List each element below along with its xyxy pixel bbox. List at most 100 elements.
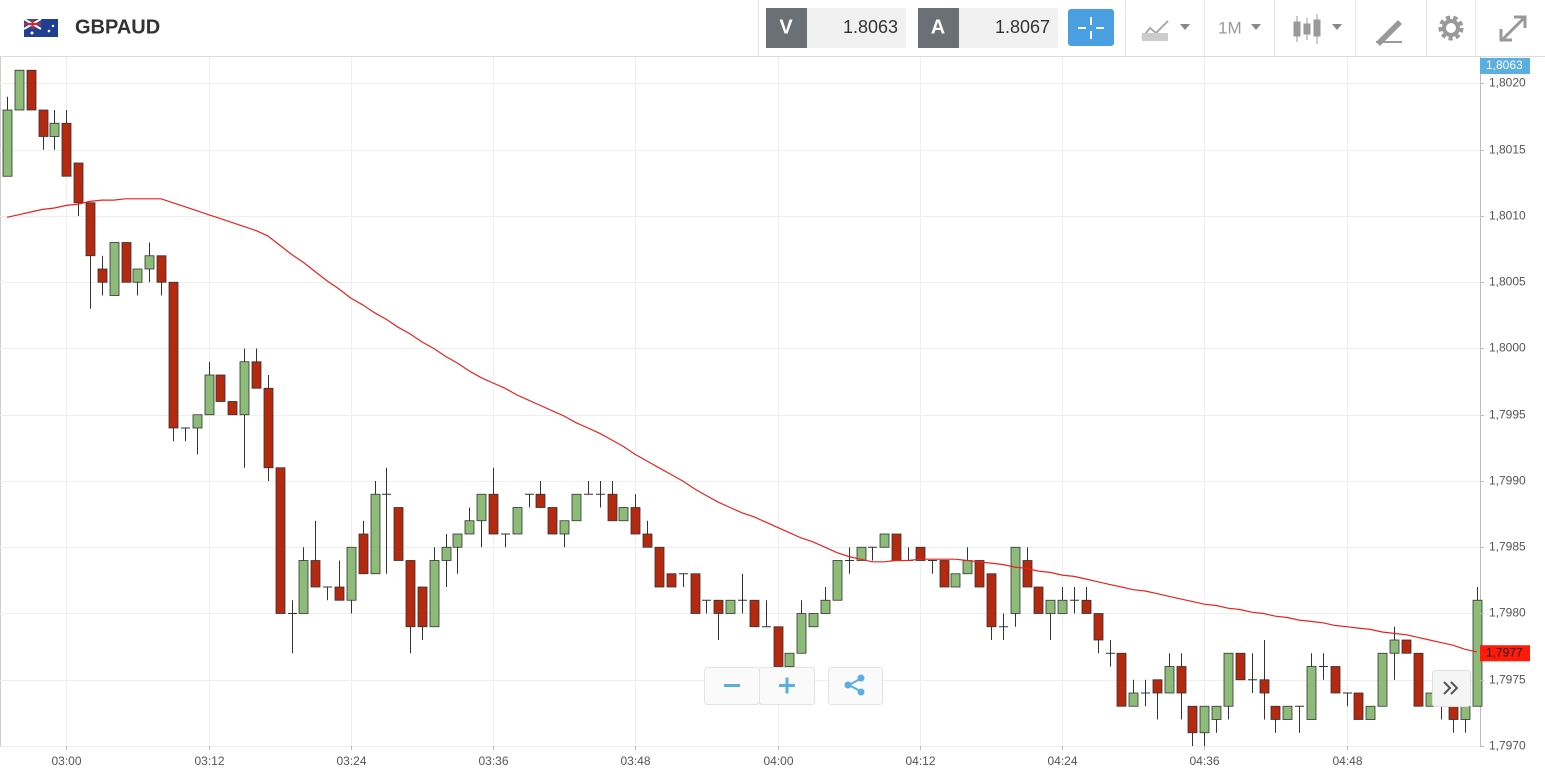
candle-body: [654, 546, 665, 588]
candle-body: [251, 361, 262, 389]
x-tick-label: 03:24: [336, 754, 366, 768]
y-tick-label: 1,7975: [1489, 673, 1526, 687]
candle-body: [85, 202, 96, 257]
candle-body: [950, 573, 961, 588]
candle-body: [1176, 666, 1187, 694]
candle-body: [986, 573, 997, 628]
candle-body: [370, 493, 381, 575]
scroll-right-button[interactable]: [1432, 670, 1471, 707]
sell-price: 1.8063: [843, 17, 898, 37]
crosshair-button[interactable]: [1068, 9, 1114, 46]
candle-body: [488, 493, 499, 535]
candle-body: [121, 242, 132, 283]
y-tick-label: 1,8010: [1489, 209, 1526, 223]
candle-body: [476, 493, 487, 522]
chart-type-button[interactable]: [1141, 20, 1190, 41]
candle-body: [915, 546, 926, 561]
candle-body: [464, 520, 475, 535]
candle-body: [97, 268, 108, 283]
x-tick-label: 04:12: [905, 754, 935, 768]
candle-body: [417, 586, 428, 628]
x-tick-label: 03:48: [620, 754, 650, 768]
candle-body: [856, 546, 867, 561]
candle-body: [429, 560, 440, 628]
candle-body: [1306, 666, 1317, 720]
candle-body: [275, 467, 286, 614]
candle-body: [547, 507, 558, 535]
candle-body: [820, 599, 831, 614]
y-tick-label: 1,7985: [1489, 540, 1526, 554]
y-tick-label: 1,8000: [1489, 341, 1526, 355]
candle-body: [1010, 546, 1021, 614]
candle-body: [1152, 679, 1163, 694]
y-tick-label: 1,7995: [1489, 408, 1526, 422]
flag: [23, 18, 58, 37]
zoom-out-button[interactable]: [704, 667, 760, 705]
candle-style-button[interactable]: [1293, 14, 1342, 44]
fullscreen-button[interactable]: [1499, 15, 1527, 42]
settings-button[interactable]: [1438, 15, 1464, 41]
x-tick-label: 04:24: [1047, 754, 1077, 768]
candle-body: [1045, 599, 1056, 614]
buy-price: 1.8067: [995, 17, 1050, 37]
x-tick-label: 03:00: [51, 754, 81, 768]
candle-body: [1081, 599, 1092, 614]
candle-body: [215, 374, 226, 402]
candle-body: [346, 546, 357, 601]
x-tick-label: 04:48: [1332, 754, 1362, 768]
buy-button[interactable]: A 1.8067: [918, 8, 1058, 48]
price-badge-label: 1,7977: [1486, 645, 1523, 659]
zoom-in-button[interactable]: [759, 667, 815, 705]
y-tick-label: 1,8005: [1489, 275, 1526, 289]
candle-body: [156, 255, 167, 283]
candle-body: [962, 560, 973, 575]
timeframe-button[interactable]: 1M: [1218, 18, 1261, 37]
x-tick-label: 04:00: [763, 754, 793, 768]
candle-body: [1128, 692, 1139, 707]
candle-body: [1460, 705, 1471, 720]
x-tick-label: 03:12: [194, 754, 224, 768]
candle-body: [1211, 705, 1222, 720]
candle-body: [1401, 639, 1412, 654]
candle-body: [784, 652, 795, 667]
candle-body: [298, 560, 309, 614]
buy-label: A: [931, 16, 945, 38]
plot: [2, 69, 1483, 746]
candle-body: [49, 122, 60, 137]
candle-body: [1199, 705, 1210, 734]
candle-body: [239, 361, 250, 416]
candle-body: [334, 586, 345, 601]
candle-body: [2, 109, 13, 177]
candle-body: [773, 626, 784, 667]
drawing-tools-button[interactable]: [1376, 20, 1402, 46]
candle-body: [192, 414, 203, 429]
sell-button[interactable]: V 1.8063: [766, 8, 906, 48]
candle-body: [1270, 705, 1281, 720]
candle-body: [1033, 586, 1044, 614]
candle-body: [1187, 705, 1198, 734]
share-button[interactable]: [828, 667, 883, 705]
candle-body: [808, 613, 819, 628]
candle-body: [666, 573, 677, 588]
axis-labels: 1,7970 1,7975 1,7980 1,7985 1,7990 1,7995 1,80…: [51, 58, 1530, 768]
candle-body: [204, 374, 215, 416]
symbol: GBPAUD: [75, 16, 160, 38]
candle-body: [263, 387, 274, 469]
candle-body: [73, 162, 84, 204]
y-tick-label: 1,7990: [1489, 474, 1526, 488]
candle-body: [1330, 666, 1341, 694]
candle-body: [879, 533, 890, 548]
candle-body: [1223, 652, 1234, 707]
candle-body: [642, 533, 653, 548]
candle-body: [405, 560, 416, 628]
candle-body: [1164, 666, 1175, 694]
candle-body: [14, 69, 25, 111]
y-tick-label: 1,7970: [1489, 739, 1526, 753]
candle-body: [310, 560, 321, 588]
candle-body: [1413, 652, 1424, 707]
candle-body: [1377, 652, 1388, 707]
candle-body: [1259, 679, 1270, 694]
candle-body: [1389, 639, 1400, 654]
moving-average-line: [6, 198, 1478, 653]
